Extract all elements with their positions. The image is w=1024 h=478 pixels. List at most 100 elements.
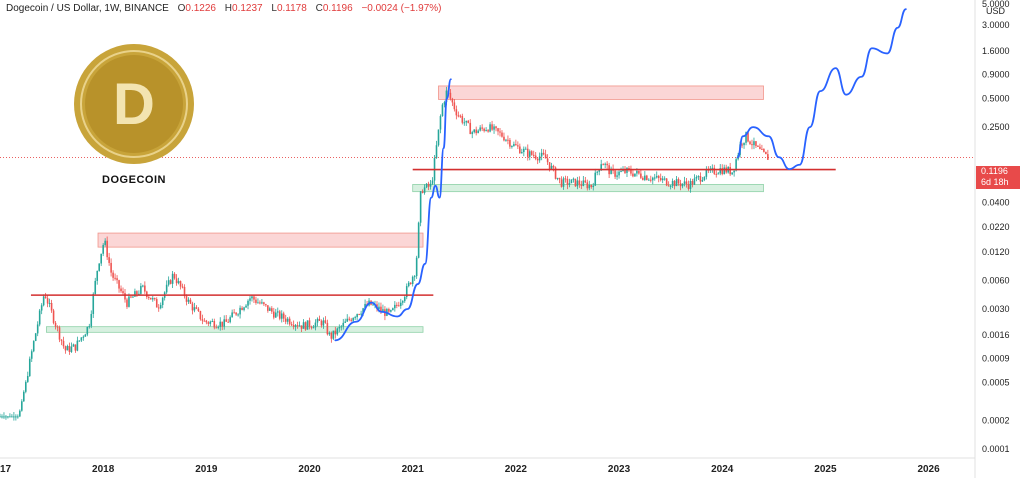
x-tick-label: 2024	[711, 464, 734, 475]
candle-body	[763, 149, 765, 152]
candle-body	[324, 320, 327, 323]
open-label: O	[177, 3, 186, 14]
candle-body	[322, 320, 325, 326]
candle-body	[626, 167, 628, 173]
candle-body	[382, 309, 384, 311]
candle-body	[717, 173, 720, 175]
candle-body	[340, 326, 343, 328]
logo-letter: D	[113, 72, 155, 137]
candle-body	[364, 303, 366, 309]
candle-body	[453, 102, 456, 110]
candle-body	[70, 346, 73, 352]
candle-body	[122, 291, 124, 294]
candle-body	[108, 257, 110, 263]
candle-body	[290, 324, 293, 326]
candle-body	[588, 184, 591, 189]
currency-label[interactable]: USD	[986, 6, 1006, 16]
candle-body	[245, 305, 247, 308]
candle-body	[15, 416, 17, 418]
candle-body	[505, 139, 507, 141]
candle-body	[282, 313, 285, 319]
candle-body	[116, 278, 118, 281]
candle-body	[98, 263, 101, 271]
symbol-legend: Dogecoin / US Dollar, 1W, BINANCE O0.122…	[6, 3, 448, 14]
candle-body	[721, 168, 724, 175]
candle-body	[151, 298, 154, 300]
last-price-tag: 0.1196 6d 18h	[976, 166, 1020, 189]
candle-body	[745, 132, 747, 143]
candle-body	[578, 180, 581, 185]
candle-body	[614, 170, 616, 177]
y-tick-label: 0.9000	[982, 69, 1010, 79]
candle-body	[310, 326, 313, 328]
candle-body	[731, 172, 733, 175]
candle-body	[679, 183, 682, 187]
candle-body	[511, 146, 513, 148]
candle-body	[767, 154, 769, 160]
candle-body	[362, 308, 364, 314]
candle-body	[124, 293, 126, 300]
candle-body	[13, 416, 15, 418]
logo-ring	[80, 50, 188, 158]
candle-body	[352, 318, 354, 321]
candle-body	[594, 172, 597, 186]
candle-body	[130, 296, 132, 298]
candle-body	[21, 401, 23, 411]
candle-body	[515, 144, 517, 146]
candle-body	[52, 310, 55, 323]
candle-body	[761, 148, 763, 150]
candle-body	[519, 146, 521, 154]
level-lines	[0, 157, 975, 296]
candle-body	[703, 176, 706, 180]
candle-body	[144, 285, 146, 292]
candle-body	[584, 180, 587, 183]
candle-body	[532, 154, 535, 156]
candle-body	[691, 181, 694, 185]
candle-body	[100, 253, 102, 264]
candle-body	[457, 115, 460, 117]
candle-body	[398, 305, 400, 307]
candle-body	[34, 333, 37, 341]
candle-body	[665, 178, 668, 186]
y-tick-label: 0.0400	[982, 197, 1010, 207]
candle-body	[84, 334, 87, 337]
candle-body	[112, 272, 114, 278]
candle-body	[459, 115, 462, 117]
candle-body	[286, 318, 289, 322]
candle-body	[550, 165, 553, 170]
candle-body	[495, 126, 497, 129]
candle-body	[132, 296, 134, 298]
candle-body	[651, 177, 654, 181]
logo-inner-circle	[85, 55, 183, 153]
candle-body	[596, 171, 599, 173]
candle-body	[540, 152, 543, 157]
candle-body	[536, 158, 539, 161]
candle-body	[153, 298, 156, 300]
candle-body	[723, 167, 726, 175]
candle-body	[314, 322, 317, 328]
candle-body	[356, 314, 358, 318]
candle-body	[48, 302, 51, 304]
candle-body	[296, 325, 299, 327]
candle-body	[669, 185, 672, 187]
candle-body	[360, 313, 362, 315]
candle-body	[149, 297, 152, 300]
candle-body	[17, 416, 19, 418]
candle-body	[673, 180, 676, 187]
candle-body	[687, 184, 690, 189]
candle-body	[142, 285, 144, 287]
candle-body	[715, 173, 718, 175]
candle-body	[255, 299, 257, 303]
x-tick-label: 2026	[917, 464, 940, 475]
candle-body	[185, 296, 188, 302]
candle-body	[235, 312, 237, 315]
candle-body	[78, 340, 81, 342]
x-tick-label: 2020	[298, 464, 321, 475]
candle-body	[318, 318, 321, 321]
candle-body	[24, 381, 27, 392]
candle-body	[741, 144, 743, 146]
candle-body	[699, 176, 702, 182]
candle-body	[413, 276, 416, 278]
candle-body	[380, 306, 382, 311]
